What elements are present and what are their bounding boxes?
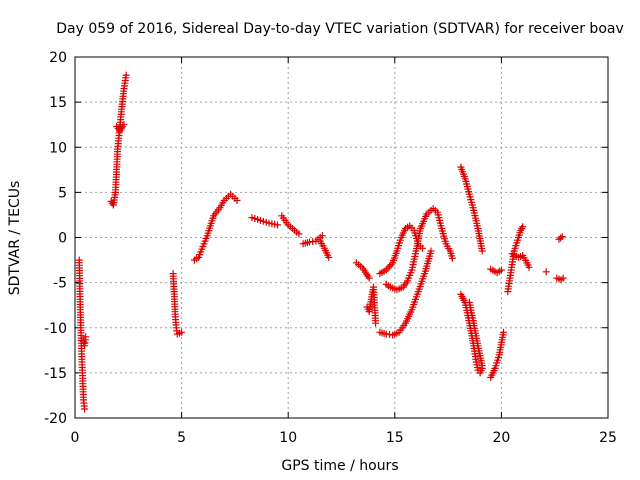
data-point: [497, 266, 505, 274]
data-point: [448, 254, 456, 262]
y-tick-label: -10: [44, 321, 67, 337]
data-point: [295, 230, 303, 238]
y-tick-label: 0: [58, 231, 67, 247]
data-point: [120, 121, 128, 129]
chart-title: Day 059 of 2016, Sidereal Day-to-day VTE…: [56, 21, 624, 37]
data-points: [75, 71, 567, 413]
x-tick-label: 15: [386, 430, 404, 446]
y-tick-label: 20: [49, 50, 67, 66]
y-tick-label: 15: [49, 95, 67, 111]
data-point: [81, 405, 89, 413]
x-tick-label: 10: [279, 430, 297, 446]
data-point: [318, 232, 326, 240]
data-point: [427, 247, 435, 255]
data-point: [557, 234, 565, 242]
data-point: [325, 253, 333, 261]
grid: [75, 57, 608, 418]
data-point: [500, 328, 507, 336]
data-point: [518, 225, 526, 232]
data-point: [233, 197, 241, 204]
data-point: [525, 263, 533, 271]
data-point: [372, 319, 380, 327]
axis-ticks: -20 -15 -10 -5 0 5 10 15 20 0 5 10 15 20 25: [44, 50, 617, 446]
data-point: [365, 274, 373, 282]
data-point: [542, 268, 550, 276]
y-axis-label: SDTVAR / TECUs: [7, 181, 23, 296]
data-point: [478, 362, 486, 370]
y-tick-label: 5: [58, 185, 67, 201]
data-point: [478, 247, 486, 255]
data-point: [559, 274, 567, 282]
data-point: [519, 223, 527, 231]
y-tick-label: -5: [53, 276, 67, 292]
x-tick-label: 0: [71, 430, 80, 446]
x-tick-label: 20: [492, 430, 510, 446]
y-tick-label: -20: [44, 411, 67, 427]
x-axis-label: GPS time / hours: [281, 458, 398, 474]
y-tick-label: -15: [44, 366, 67, 382]
data-point: [386, 262, 393, 270]
x-tick-label: 25: [599, 430, 617, 446]
data-point: [274, 221, 281, 229]
data-point: [82, 333, 90, 341]
plot-frame: [74, 56, 609, 419]
data-point: [178, 328, 186, 336]
data-point: [558, 233, 566, 241]
data-point: [122, 71, 130, 79]
data-point: [419, 244, 426, 252]
y-tick-label: 10: [49, 140, 67, 156]
x-tick-label: 5: [177, 430, 186, 446]
